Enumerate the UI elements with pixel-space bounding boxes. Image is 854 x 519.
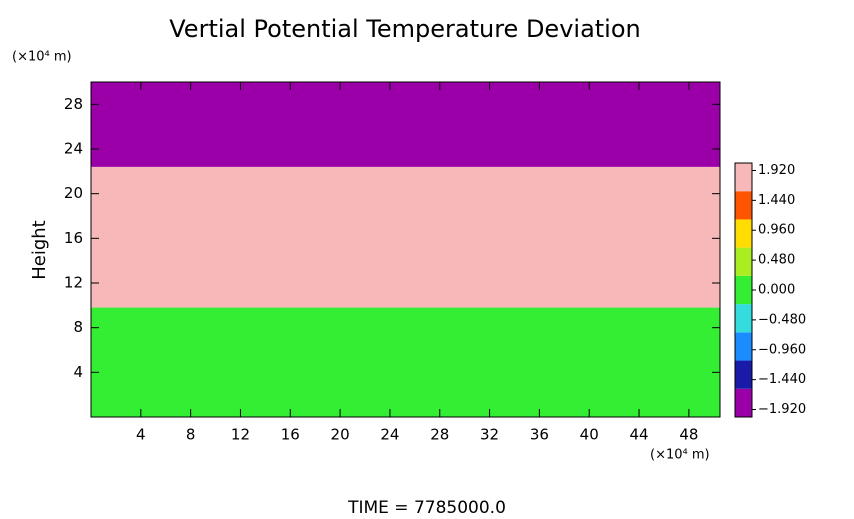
y-tick-label: 24 <box>64 140 83 158</box>
colorbar-swatch <box>735 247 752 276</box>
colorbar-label: −1.920 <box>758 402 806 417</box>
x-tick-label: 4 <box>136 426 146 444</box>
y-tick-label: 4 <box>73 363 83 381</box>
y-tick-label: 16 <box>64 229 83 247</box>
colorbar-swatch <box>735 219 752 248</box>
x-tick-label: 16 <box>281 426 300 444</box>
x-tick-label: 24 <box>380 426 399 444</box>
colorbar-swatch <box>735 332 752 361</box>
x-tick-label: 36 <box>530 426 549 444</box>
colorbar-label: 0.960 <box>758 223 795 238</box>
y-tick-label: 28 <box>64 95 83 113</box>
x-tick-label: 44 <box>629 426 648 444</box>
colorbar-swatch <box>735 360 752 389</box>
y-axis-label: Height <box>29 220 50 280</box>
colorbar-label: 0.000 <box>758 283 795 298</box>
colorbar-label: 1.920 <box>758 163 795 178</box>
contour-band <box>91 307 720 417</box>
y-tick-label: 20 <box>64 184 83 202</box>
colorbar-swatch <box>735 275 752 305</box>
plot-frame <box>90 81 721 418</box>
colorbar-swatch <box>735 163 752 192</box>
y-unit: (×10⁴ m) <box>12 50 72 65</box>
x-tick-label: 12 <box>231 426 250 444</box>
x-tick-label: 20 <box>331 426 350 444</box>
y-tick-label: 12 <box>64 274 83 292</box>
colorbar-swatch <box>735 304 752 333</box>
footer: TIME = 7785000.0 <box>347 498 506 518</box>
y-tick-label: 8 <box>73 318 83 336</box>
contour-band <box>91 166 720 308</box>
x-tick-label: 40 <box>580 426 599 444</box>
x-tick-label: 8 <box>186 426 196 444</box>
colorbar-label: −0.960 <box>758 342 806 357</box>
chart-title: Vertial Potential Temperature Deviation <box>169 15 641 43</box>
contour-band <box>91 82 720 167</box>
x-tick-label: 32 <box>480 426 499 444</box>
colorbar-label: 1.440 <box>758 193 795 208</box>
colorbar-label: −0.480 <box>758 312 806 327</box>
x-tick-label: 28 <box>430 426 449 444</box>
x-tick-label: 48 <box>679 426 698 444</box>
colorbar-label: −1.440 <box>758 372 806 387</box>
colorbar-label: 0.480 <box>758 253 795 268</box>
x-unit: (×10⁴ m) <box>650 448 710 463</box>
colorbar-swatch <box>735 388 752 417</box>
colorbar-swatch <box>735 191 752 220</box>
